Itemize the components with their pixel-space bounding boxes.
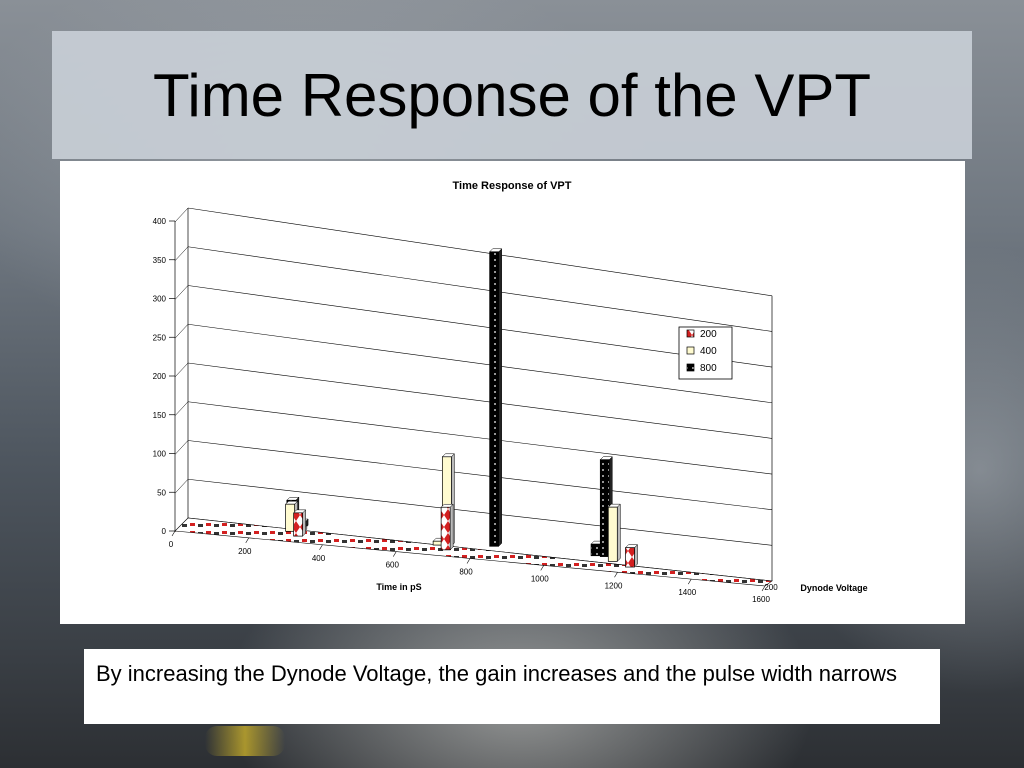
legend-swatch — [686, 329, 695, 338]
gridline — [187, 362, 773, 439]
bar-200 — [440, 506, 451, 551]
x-tick-label: 200 — [238, 547, 252, 556]
x-tick-mark — [392, 551, 397, 557]
y-tick-label: 400 — [153, 217, 167, 226]
x-tick-mark — [171, 530, 176, 537]
z-axis-label: Dynode Voltage — [800, 583, 867, 593]
gridline — [187, 285, 773, 368]
gridline — [187, 440, 773, 510]
gridline — [187, 246, 773, 332]
chart-panel: Time Response of VPT 0 50 100 150 200 250 300 3… — [60, 161, 965, 624]
chart-svg: Time Response of VPT 0 50 100 150 200 250 300 3… — [153, 180, 868, 604]
z-axis-tick: 200 — [764, 583, 778, 592]
slide-title: Time Response of the VPT — [152, 61, 872, 129]
bar-side — [302, 509, 306, 537]
y-tick-label: 250 — [153, 333, 167, 342]
x-tick-label: 400 — [312, 554, 326, 563]
legend-swatch — [686, 346, 695, 355]
x-tick-label: 1400 — [678, 588, 696, 597]
legend-swatch — [686, 363, 695, 372]
legend-label: 800 — [700, 363, 717, 374]
x-tick-label: 1600 — [752, 595, 770, 604]
y-tick-label: 100 — [153, 450, 167, 459]
y-tick-label: 200 — [153, 372, 167, 381]
bar-400 — [285, 503, 295, 532]
bar-800 — [489, 251, 500, 547]
caption-box: By increasing the Dynode Voltage, the ga… — [84, 649, 940, 724]
chart-floor-plane — [174, 517, 773, 587]
legend-label: 200 — [700, 329, 717, 340]
gridline-side — [174, 207, 189, 223]
x-axis: 0 200 400 600 800 1000 1200 1400 1600 — [169, 530, 770, 604]
y-tick-label: 350 — [153, 256, 167, 265]
y-tick-label: 300 — [153, 295, 167, 304]
y-tick-label: 0 — [162, 527, 167, 536]
gridline-side — [174, 324, 189, 339]
gridline — [187, 207, 773, 297]
bar-400 — [432, 540, 443, 546]
bar-side — [498, 248, 502, 547]
gridline — [187, 478, 773, 546]
x-axis-label: Time in pS — [376, 582, 421, 592]
y-tick-label: 150 — [153, 411, 167, 420]
x-tick-mark — [761, 585, 766, 592]
bar-side — [617, 503, 621, 562]
gridline-side — [174, 362, 189, 378]
x-tick-label: 1000 — [531, 574, 549, 583]
x-tick-mark — [466, 558, 471, 564]
bar-side — [449, 503, 454, 551]
chart-floor — [174, 517, 773, 587]
chart-legend: 200 400 800 — [678, 326, 733, 380]
gridline-side — [174, 401, 189, 416]
bar-400 — [607, 506, 618, 562]
chart-grid — [174, 207, 773, 582]
gridline — [187, 323, 773, 404]
x-tick-label: 0 — [169, 540, 174, 549]
caption-text: By increasing the Dynode Voltage, the ga… — [96, 661, 898, 686]
bar-200 — [625, 547, 635, 568]
chart-title: Time Response of VPT — [453, 180, 572, 192]
bar-800 — [590, 543, 601, 557]
gridline — [187, 401, 773, 475]
title-band: Time Response of the VPT — [52, 31, 972, 159]
gridline-side — [174, 440, 189, 455]
y-axis: 0 50 100 150 200 250 300 350 400 — [153, 217, 175, 536]
x-tick-label: 1200 — [605, 581, 623, 590]
x-tick-mark — [614, 572, 618, 578]
x-tick-mark — [540, 565, 545, 571]
gridline-side — [174, 246, 189, 261]
bar-200 — [293, 512, 303, 537]
gridline-side — [174, 285, 189, 300]
background-decoration — [205, 726, 285, 756]
x-tick-label: 800 — [459, 568, 473, 577]
y-tick-label: 50 — [157, 488, 166, 497]
x-tick-mark — [319, 544, 323, 550]
x-tick-label: 600 — [386, 561, 400, 570]
legend-label: 400 — [700, 346, 717, 357]
gridline-side — [174, 479, 189, 494]
x-tick-mark — [245, 537, 250, 544]
chart-bars — [285, 248, 639, 568]
bar-side — [634, 544, 638, 568]
x-tick-mark — [687, 578, 692, 585]
